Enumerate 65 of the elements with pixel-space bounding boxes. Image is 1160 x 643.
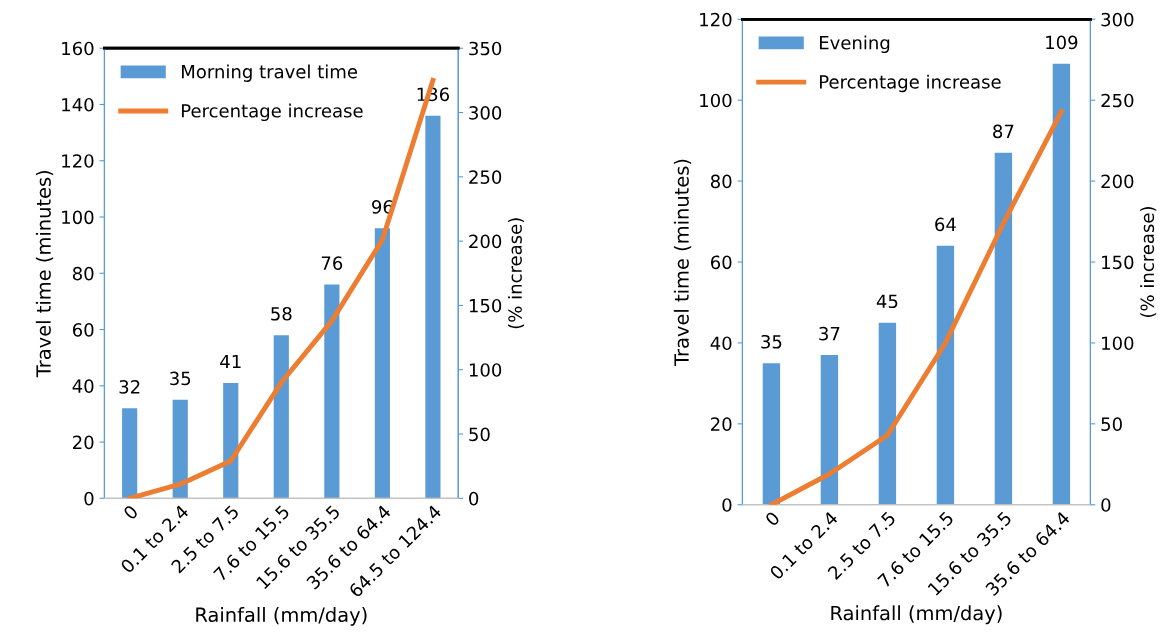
y2-tick-label: 300 [469, 105, 502, 120]
y2-axis-title: (% increase) [507, 218, 525, 329]
y-tick-label: 40 [710, 336, 732, 351]
data-label: 35 [170, 371, 191, 386]
data-label: 41 [220, 354, 241, 369]
x-axis-title: Rainfall (mm/day) [196, 607, 367, 626]
bar [273, 335, 289, 499]
y2-tick-label: 100 [469, 363, 502, 377]
y-tick-label: 60 [72, 323, 94, 337]
data-label: 109 [1046, 35, 1078, 50]
y-axis-title: Travel time (minutes) [673, 159, 692, 367]
data-label: 64 [935, 217, 956, 232]
bar [223, 382, 239, 499]
y-tick-label: 140 [62, 97, 94, 112]
bar [172, 399, 188, 499]
data-label: 32 [119, 380, 140, 394]
legend-label: Percentage increase [820, 74, 1001, 93]
y2-tick-label: 150 [469, 298, 502, 313]
data-label: 45 [876, 294, 898, 309]
y-tick-label: 100 [62, 210, 94, 225]
y-tick-label: 60 [710, 255, 732, 270]
y2-tick-label: 0 [469, 491, 479, 506]
bar [1052, 63, 1071, 505]
legend-label: Morning travel time [182, 64, 358, 82]
y-tick-label: 20 [711, 417, 732, 431]
y-tick-label: 160 [62, 41, 94, 56]
y2-tick-label: 150 [1102, 255, 1134, 270]
x-tick-label: 0 [764, 510, 781, 527]
legend-label: Percentage increase [182, 103, 363, 122]
y-tick-label: 0 [84, 491, 94, 506]
x-axis-title: Rainfall (mm/day) [831, 605, 1002, 625]
bar [762, 363, 781, 505]
bar [936, 245, 955, 505]
y-tick-label: 80 [710, 174, 732, 189]
y-tick-label: 80 [72, 266, 94, 281]
y2-tick-label: 250 [469, 170, 502, 184]
bar [425, 115, 441, 499]
y2-tick-label: 50 [1101, 417, 1122, 431]
y2-tick-label: 250 [1101, 93, 1134, 108]
y2-tick-label: 50 [469, 427, 490, 442]
y2-tick-label: 300 [1101, 12, 1134, 27]
data-label: 37 [819, 326, 840, 341]
y-tick-label: 20 [73, 435, 94, 450]
y2-tick-label: 200 [1101, 174, 1134, 189]
y-tick-label: 120 [62, 154, 94, 168]
data-label: 35 [761, 334, 782, 349]
bar [820, 355, 839, 505]
y-tick-label: 40 [72, 379, 94, 393]
y2-tick-label: 100 [1102, 336, 1134, 351]
data-label: 58 [271, 306, 292, 321]
y-tick-label: 120 [700, 12, 732, 27]
y2-tick-label: 350 [469, 41, 502, 56]
data-label: 87 [993, 124, 1014, 139]
bar [878, 322, 897, 505]
bar [324, 284, 340, 499]
legend-label: Evening [820, 35, 890, 54]
bar [122, 408, 138, 499]
bar [994, 152, 1013, 505]
data-label: 76 [321, 256, 343, 270]
x-tick-label: 0 [122, 504, 139, 521]
y-tick-label: 100 [700, 93, 732, 108]
y-axis-title: Travel time (minutes) [35, 170, 54, 378]
y2-axis-title: (% increase) [1140, 207, 1157, 318]
bar [374, 228, 390, 499]
y2-tick-label: 200 [469, 234, 502, 249]
